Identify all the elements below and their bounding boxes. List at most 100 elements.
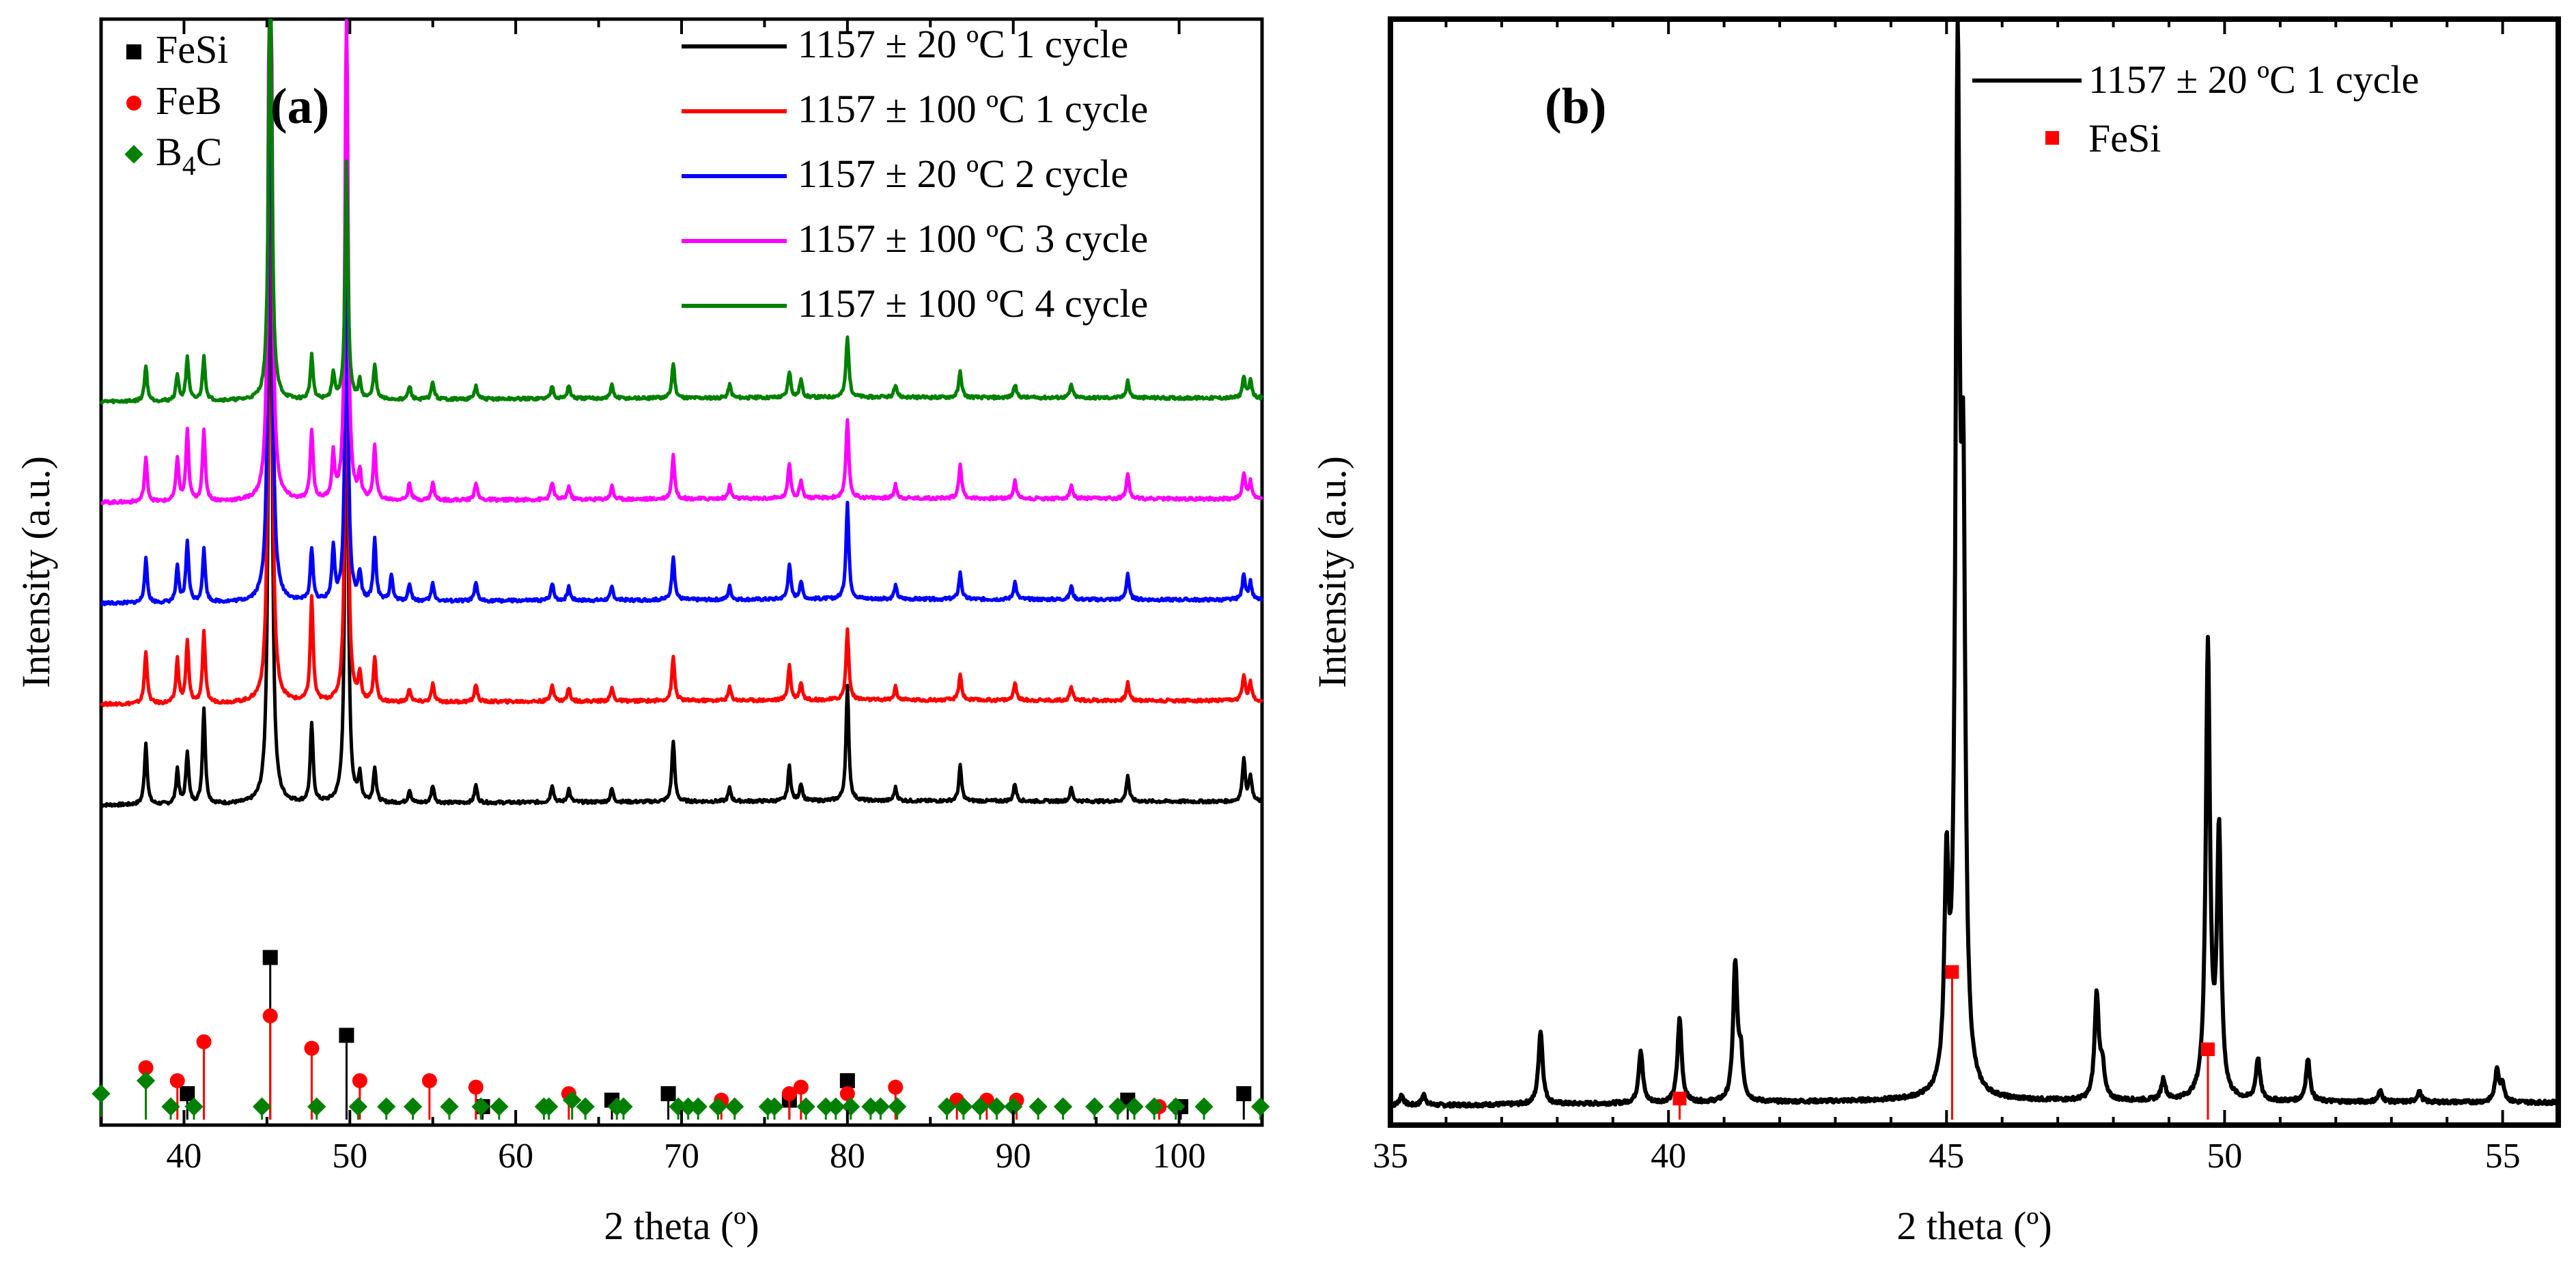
- marker-b4c-3: [161, 1097, 180, 1116]
- marker-b4c-12: [490, 1097, 509, 1116]
- legend-label-2: FeSi: [2088, 116, 2161, 160]
- marker-feb-13: [839, 1086, 855, 1101]
- panel-b-traces: [1389, 18, 2560, 1109]
- panel-a-x-axis-label: 2 theta (º): [604, 1204, 759, 1248]
- panel-a-chart: 40 50 60 70 80 90 100 2 theta (º) Intensity (a…: [14, 17, 1270, 1248]
- phase-legend-label-3: B4C: [156, 130, 222, 181]
- marker-fesi-3: [2201, 1042, 2215, 1056]
- marker-b4c-39: [1053, 1097, 1073, 1116]
- marker-b4c-11: [471, 1097, 490, 1116]
- marker-b4c-4: [184, 1097, 204, 1116]
- x-tick-label: 50: [332, 1137, 367, 1176]
- marker-fesi-3: [339, 1027, 354, 1043]
- x-tick-label: 60: [498, 1137, 533, 1176]
- series-line-3: [100, 18, 1264, 606]
- marker-feb-4: [262, 1008, 278, 1023]
- x-tick-label: 40: [166, 1137, 201, 1176]
- panel-b-chart: 35 40 45 50 55 2 theta (º) Intensity (a.u.) …: [1310, 16, 2561, 1248]
- panel-b-y-axis-label: Intensity (a.u.): [1310, 456, 1354, 688]
- marker-feb-5: [304, 1040, 320, 1056]
- marker-b4c-46: [1250, 1097, 1270, 1116]
- x-tick-label: 70: [664, 1137, 699, 1176]
- marker-fesi-1: [1672, 1092, 1687, 1106]
- x-tick-label: 50: [2207, 1137, 2242, 1176]
- marker-fesi-2: [262, 950, 278, 965]
- marker-b4c-25: [765, 1097, 784, 1116]
- marker-b4c-33: [937, 1097, 957, 1116]
- marker-b4c-36: [987, 1097, 1007, 1116]
- panel-b-plot-frame: [1388, 16, 2561, 1128]
- x-tick-label: 45: [1929, 1137, 1964, 1176]
- marker-fesi-1: [180, 1086, 195, 1101]
- marker-b4c-35: [970, 1097, 990, 1116]
- marker-b4c-9: [403, 1097, 423, 1116]
- panel-a-label: (a): [270, 79, 329, 134]
- panel-a-x-axis: 40 50 60 70 80 90 100: [100, 19, 1263, 1176]
- marker-feb-3: [196, 1034, 212, 1049]
- legend-label-4: 1157 ± 100 ºC 3 cycle: [798, 216, 1148, 261]
- marker-feb-12: [793, 1079, 809, 1095]
- series-line-2: [99, 18, 1264, 707]
- legend-label-1: 1157 ± 20 ºC 1 cycle: [798, 22, 1128, 66]
- panel-b-x-axis-label: 2 theta (º): [1896, 1204, 2052, 1248]
- marker-b4c-5: [252, 1097, 272, 1116]
- marker-b4c-16: [576, 1097, 595, 1116]
- legend-label-5: 1157 ± 100 ºC 4 cycle: [798, 281, 1148, 326]
- marker-b4c-7: [348, 1097, 368, 1116]
- marker-b4c-27: [816, 1097, 835, 1116]
- marker-b4c-42: [1125, 1097, 1144, 1116]
- panel-b-legend: 1157 ± 20 ºC 1 cycle FeSi: [1972, 57, 2419, 160]
- marker-b4c-45: [1194, 1097, 1214, 1116]
- marker-feb-11: [781, 1086, 797, 1101]
- marker-b4c-21: [688, 1097, 708, 1116]
- marker-fesi-11: [1236, 1086, 1252, 1101]
- x-tick-label: 100: [1153, 1137, 1206, 1176]
- marker-b4c-34: [954, 1097, 973, 1116]
- series-line-1: [1389, 18, 2560, 1109]
- marker-b4c-31: [871, 1097, 891, 1116]
- panel-a-legend: 1157 ± 20 ºC 1 cycle 1157 ± 100 ºC 1 cycl…: [682, 22, 1148, 326]
- series-line-4: [100, 18, 1264, 506]
- marker-b4c-37: [1004, 1097, 1023, 1116]
- marker-b4c-29: [841, 1097, 860, 1116]
- phase-legend-marker-2: [126, 96, 141, 111]
- marker-feb-6: [352, 1073, 367, 1088]
- panel-a-reference-stems: [92, 950, 1270, 1120]
- panel-b-x-axis: 35 40 45 50 55: [1373, 19, 2560, 1176]
- marker-b4c-6: [307, 1097, 326, 1116]
- marker-feb-1: [138, 1060, 154, 1075]
- marker-b4c-23: [725, 1097, 744, 1116]
- panel-b-reference-stems: [1672, 965, 2215, 1120]
- marker-b4c-41: [1108, 1097, 1128, 1116]
- marker-b4c-32: [888, 1097, 907, 1116]
- marker-b4c-10: [440, 1097, 459, 1116]
- marker-b4c-22: [708, 1097, 728, 1116]
- x-tick-label: 90: [996, 1137, 1031, 1176]
- series-line-5: [99, 18, 1264, 405]
- marker-b4c-18: [614, 1097, 633, 1116]
- marker-b4c-44: [1166, 1097, 1186, 1116]
- series-line-1: [100, 18, 1264, 808]
- marker-feb-14: [888, 1079, 904, 1095]
- legend-label-2: 1157 ± 100 ºC 1 cycle: [798, 87, 1148, 131]
- marker-b4c-43: [1145, 1097, 1164, 1116]
- panel-b-label: (b): [1545, 79, 1606, 134]
- marker-fesi-8: [839, 1073, 855, 1088]
- marker-feb-2: [169, 1073, 185, 1088]
- marker-b4c-15: [563, 1090, 582, 1110]
- x-tick-label: 40: [1651, 1137, 1686, 1176]
- phase-legend-label-1: FeSi: [156, 27, 228, 72]
- marker-b4c-14: [540, 1097, 559, 1116]
- marker-b4c-19: [669, 1097, 688, 1116]
- marker-b4c-20: [679, 1097, 698, 1116]
- phase-legend-marker-3: [124, 145, 143, 164]
- marker-fesi-6: [660, 1086, 676, 1101]
- marker-b4c-1: [92, 1084, 111, 1103]
- x-tick-label: 35: [1373, 1137, 1408, 1176]
- phase-legend-marker-1: [126, 44, 141, 59]
- x-tick-label: 55: [2485, 1137, 2521, 1176]
- marker-feb-7: [421, 1073, 437, 1088]
- marker-feb-8: [468, 1079, 484, 1095]
- legend-label-3: 1157 ± 20 ºC 2 cycle: [798, 152, 1128, 196]
